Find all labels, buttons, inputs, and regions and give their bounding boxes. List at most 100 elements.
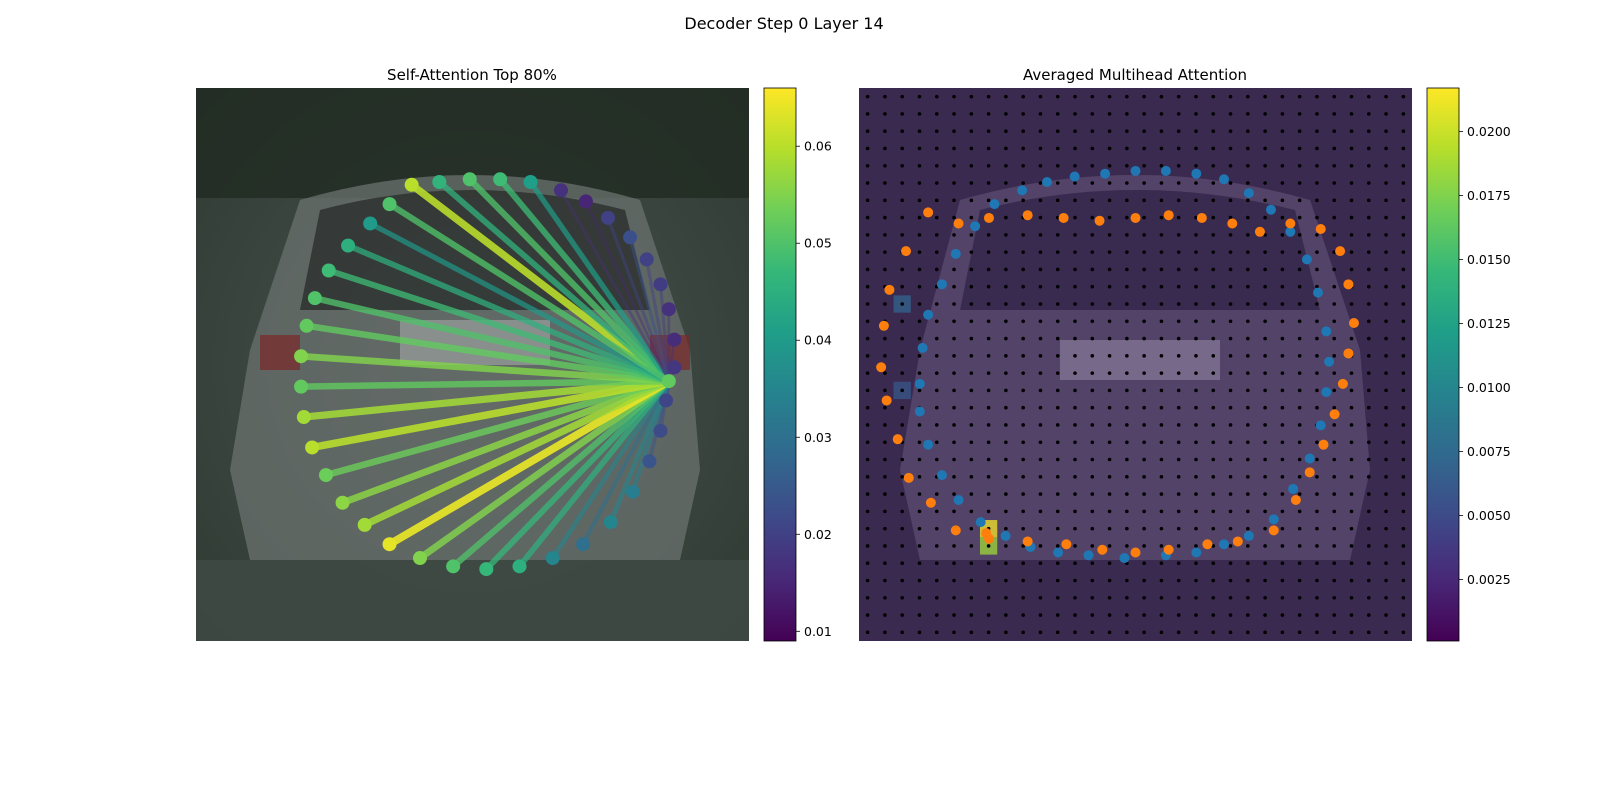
grid-dot [1263,457,1267,462]
grid-dot [952,405,956,410]
grid-dot [1125,284,1129,289]
grid-dot [1142,302,1146,306]
grid-dot [900,595,905,600]
grid-dot [1004,112,1008,116]
grid-dot [1004,198,1008,203]
grid-dot [934,267,939,272]
grid-dot [952,163,956,168]
grid-dot [1021,267,1025,272]
grid-dot [1263,613,1267,617]
grid-dot [900,112,905,116]
grid-dot [1055,595,1060,600]
grid-dot [1263,319,1267,324]
grid-dot [1246,492,1250,496]
grid-dot [969,371,974,375]
grid-dot [1228,181,1233,185]
grid-dot [1228,526,1233,531]
grid-dot [917,233,922,237]
grid-dot [1142,492,1146,496]
grid-dot [1384,509,1388,514]
grid-dot [1228,302,1233,306]
grid-dot [1004,457,1008,462]
grid-dot [1038,526,1043,531]
orange-point [953,218,964,229]
blue-point [1130,165,1141,176]
self-attention-title: Self-Attention Top 80% [387,66,557,84]
grid-dot [1021,250,1025,254]
grid-dot [900,405,905,410]
attention-point [639,252,654,267]
grid-dot [969,302,974,306]
grid-dot [1021,630,1025,635]
grid-dot [1280,526,1285,531]
colorbar-tick-label: 0.04 [804,333,832,348]
attention-edge [297,352,673,385]
grid-dot [1004,405,1008,410]
grid-dot [952,181,956,185]
grid-dot [1384,526,1388,531]
grid-dot [1349,492,1354,496]
grid-dot [969,129,974,134]
grid-dot [1125,405,1129,410]
grid-dot [1021,475,1025,479]
grid-dot [1107,94,1112,99]
grid-dot [1263,595,1267,600]
grid-dot [1332,388,1337,393]
grid-dot [1125,163,1129,168]
grid-dot [1073,198,1077,203]
grid-dot [1211,509,1216,514]
grid-dot [1004,578,1008,583]
grid-dot [1280,544,1285,548]
grid-dot [1073,146,1077,151]
attention-point [576,537,591,552]
orange-point [1022,210,1033,221]
grid-dot [1280,146,1285,151]
grid-dot [1073,630,1077,635]
grid-dot [1107,250,1112,254]
grid-dot [969,509,974,514]
grid-dot [1159,475,1164,479]
grid-dot [883,595,887,600]
grid-dot [1055,250,1060,254]
grid-dot [1366,595,1371,600]
grid-dot [1349,233,1354,237]
grid-dot [1315,163,1319,168]
grid-dot [1055,129,1060,134]
grid-dot [1194,544,1198,548]
grid-dot [1142,163,1146,168]
grid-dot [1401,181,1406,185]
grid-dot [969,613,974,617]
grid-dot [883,163,887,168]
grid-dot [1194,371,1198,375]
grid-dot [1228,284,1233,289]
grid-dot [1211,354,1216,358]
grid-dot [1107,354,1112,358]
grid-dot [1297,94,1302,99]
grid-dot [1280,578,1285,583]
grid-dot [1263,302,1267,306]
grid-dot [1280,423,1285,427]
grid-dot [1073,475,1077,479]
grid-dot [917,561,922,566]
grid-dot [1021,112,1025,116]
grid-dot [1297,146,1302,151]
grid-dot [900,233,905,237]
colorbar-tick-label: 0.0025 [1467,572,1511,587]
grid-dot [1194,354,1198,358]
grid-dot [1297,215,1302,220]
grid-dot [1142,94,1146,99]
grid-dot [1280,181,1285,185]
grid-dot [1315,371,1319,375]
grid-dot [952,354,956,358]
grid-dot [1142,215,1146,220]
attention-edge [580,378,671,547]
grid-dot [952,336,956,341]
grid-dot [1211,388,1216,393]
attention-point [667,360,682,375]
grid-dot [1211,163,1216,168]
grid-dot [986,319,991,324]
grid-dot [1038,215,1043,220]
attention-point [294,349,309,364]
grid-dot [1280,198,1285,203]
colorbar-tick-label: 0.01 [804,624,832,639]
